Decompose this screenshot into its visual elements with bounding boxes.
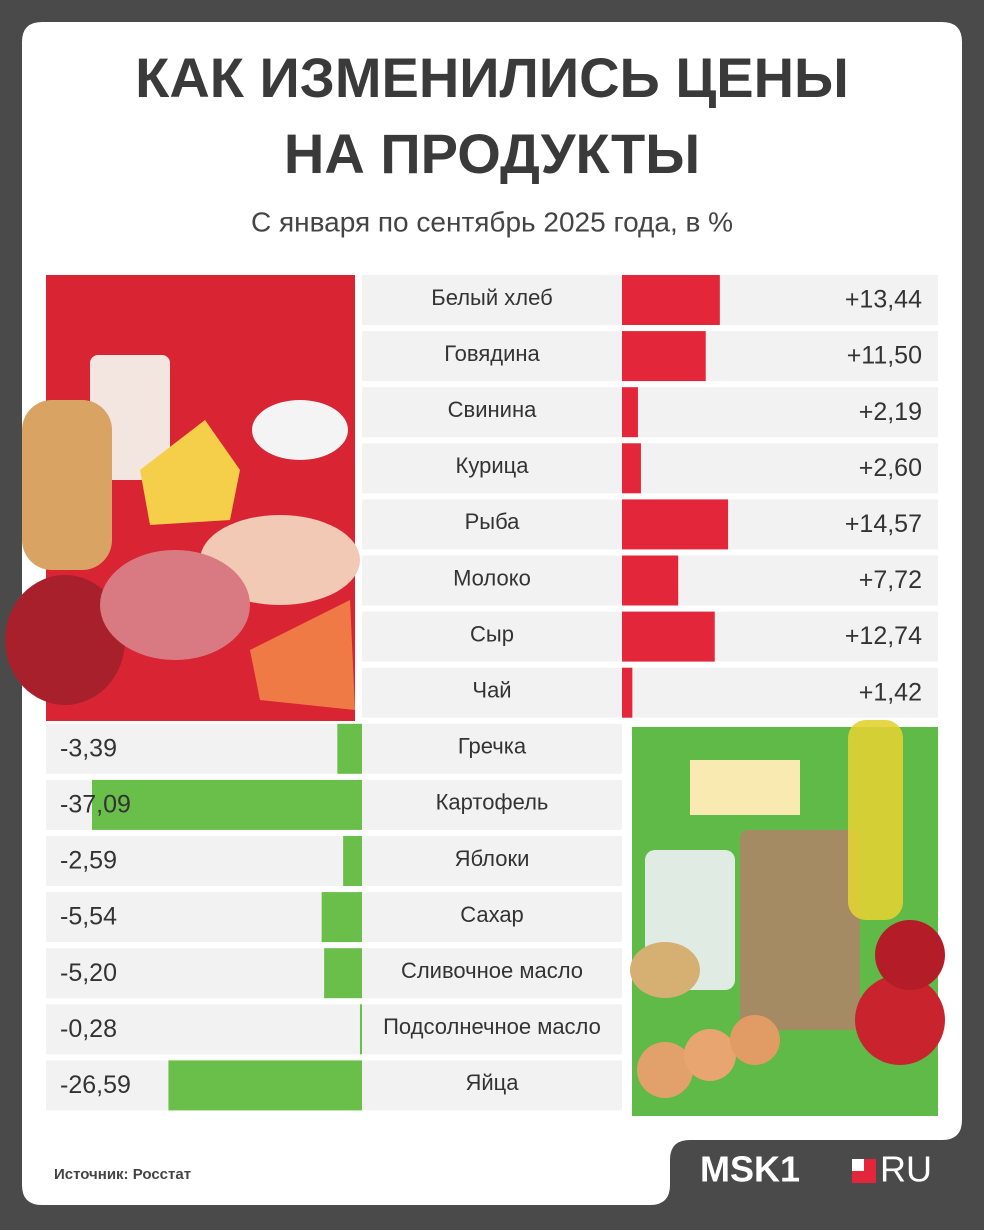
category-label: Сливочное масло — [401, 958, 583, 983]
category-label: Чай — [472, 678, 511, 703]
row-background — [46, 836, 622, 886]
category-label: Сахар — [460, 902, 524, 927]
value-label: +14,57 — [845, 510, 922, 538]
bar — [343, 836, 362, 886]
logo-text: MSK1 — [700, 1149, 800, 1190]
bar — [622, 667, 633, 718]
category-label: Картофель — [436, 790, 549, 815]
food-photo-red — [5, 275, 360, 721]
bar — [622, 443, 641, 494]
logo-icon — [852, 1159, 876, 1183]
value-label: +12,74 — [845, 622, 922, 650]
value-label: -0,28 — [60, 1015, 117, 1043]
bar — [337, 723, 362, 774]
source: Источник: Росстат — [54, 1166, 191, 1183]
bar — [622, 555, 679, 606]
value-label: -26,59 — [60, 1071, 131, 1099]
food-photo-green — [630, 720, 945, 1116]
category-label: Яблоки — [455, 846, 530, 871]
chart-title: КАК ИЗМЕНИЛИСЬ ЦЕНЫ — [135, 46, 849, 109]
category-label: Свинина — [448, 397, 537, 422]
bar — [622, 331, 706, 382]
value-label: -5,54 — [60, 903, 117, 931]
category-label: Молоко — [453, 565, 531, 590]
value-label: +1,42 — [859, 678, 922, 706]
bar — [324, 948, 362, 999]
row-background — [46, 723, 622, 774]
category-label: Сыр — [470, 621, 514, 646]
chart-subtitle: С января по сентябрь 2025 года, в % — [251, 206, 733, 237]
value-label: -5,20 — [60, 959, 117, 987]
row-background — [362, 667, 938, 718]
value-label: -2,59 — [60, 847, 117, 875]
category-label: Курица — [456, 453, 530, 478]
chart-title: НА ПРОДУКТЫ — [284, 122, 700, 185]
category-label: Говядина — [444, 341, 540, 366]
row-background — [362, 387, 938, 438]
category-label: Яйца — [465, 1070, 519, 1095]
category-label: Рыба — [465, 509, 521, 534]
value-label: +13,44 — [845, 286, 922, 314]
value-label: +11,50 — [847, 342, 922, 370]
bar — [622, 499, 729, 550]
bar — [622, 387, 638, 438]
value-label: +2,60 — [859, 454, 922, 482]
bar — [622, 611, 715, 662]
row-background — [46, 1004, 622, 1055]
value-label: -37,09 — [60, 791, 131, 819]
bar — [321, 892, 362, 943]
bar — [359, 1004, 362, 1055]
bar — [168, 1060, 362, 1111]
category-label: Гречка — [458, 734, 527, 759]
bar — [622, 275, 720, 325]
value-label: +7,72 — [859, 566, 922, 594]
row-background — [362, 443, 938, 494]
value-label: +2,19 — [859, 398, 922, 426]
bar — [91, 779, 362, 830]
logo-text: RU — [880, 1149, 932, 1190]
value-label: -3,39 — [60, 734, 117, 762]
category-label: Подсолнечное масло — [383, 1014, 601, 1039]
category-label: Белый хлеб — [431, 285, 552, 310]
